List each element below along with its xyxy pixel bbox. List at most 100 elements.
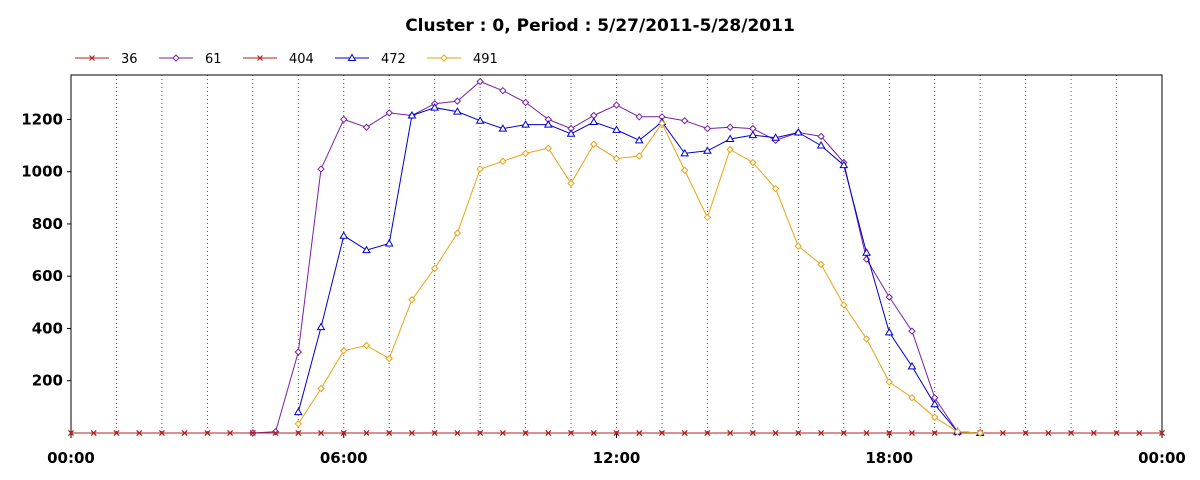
data-point (90, 430, 97, 436)
legend-item: 491 (427, 52, 498, 67)
data-point (931, 430, 938, 436)
x-tick-label: 12:00 (593, 449, 641, 467)
data-point (521, 149, 530, 158)
legend-item: 36 (75, 52, 138, 67)
data-point (1136, 430, 1143, 436)
data-point (386, 430, 393, 436)
y-tick-label: 800 (32, 215, 63, 233)
data-point (817, 260, 825, 269)
legend-item: 61 (159, 52, 222, 67)
data-point (635, 113, 643, 121)
data-point (1068, 430, 1075, 436)
data-point (589, 117, 599, 126)
data-point (318, 430, 324, 436)
data-point (339, 231, 349, 239)
y-tick-label: 1200 (21, 110, 63, 128)
data-point (295, 430, 302, 436)
data-point (340, 115, 348, 124)
data-point (636, 430, 643, 436)
data-point (726, 145, 734, 154)
data-point (362, 123, 371, 131)
data-point (703, 146, 712, 154)
data-point (294, 348, 302, 356)
chart-title: Cluster : 0, Period : 5/27/2011-5/28/201… (405, 16, 795, 36)
y-tick-label: 400 (32, 319, 63, 337)
data-point (567, 179, 575, 188)
legend-item: 472 (335, 52, 406, 67)
x-tick-label: 00:00 (47, 449, 95, 467)
x-tick-label: 18:00 (865, 449, 913, 467)
data-point (499, 86, 507, 95)
data-point (886, 430, 893, 436)
data-point (568, 430, 574, 436)
data-point (544, 144, 553, 152)
x-axis: 00:00 06:00 12:00 18:00 00:00 (47, 433, 1186, 467)
legend: 36 61 404 472 491 (75, 52, 498, 67)
data-point (499, 157, 507, 165)
data-point (477, 430, 484, 436)
data-point (681, 430, 688, 436)
data-point (840, 301, 848, 309)
data-point (227, 430, 234, 436)
legend-label: 404 (289, 52, 314, 67)
data-point (316, 322, 326, 331)
data-point (863, 430, 870, 436)
data-point (590, 140, 598, 148)
data-point (931, 413, 939, 422)
legend-item: 404 (243, 52, 314, 67)
data-point (136, 430, 143, 436)
data-point (726, 123, 734, 131)
data-point (498, 124, 508, 132)
data-point (1045, 430, 1052, 436)
data-point (1090, 430, 1097, 436)
data-point (340, 430, 347, 436)
data-point (680, 117, 689, 125)
data-point (543, 120, 553, 128)
data-point (522, 430, 529, 436)
legend-marker (89, 55, 95, 61)
data-point (362, 245, 371, 254)
data-point (908, 327, 916, 335)
data-point (635, 152, 643, 160)
y-tick-label: 200 (32, 372, 63, 390)
data-point (862, 248, 871, 256)
data-point (113, 430, 120, 436)
data-point (431, 430, 438, 436)
data-point (703, 124, 712, 133)
data-point (1113, 430, 1120, 436)
series-layer (68, 77, 1165, 437)
data-point (999, 430, 1006, 436)
data-point (521, 98, 530, 107)
data-point (249, 430, 256, 436)
legend-marker (347, 53, 357, 61)
data-point (453, 107, 462, 115)
data-point (407, 111, 417, 119)
data-point (317, 384, 325, 393)
data-point (703, 213, 712, 222)
legend-label: 61 (205, 52, 222, 67)
y-tick-label: 600 (32, 267, 63, 285)
data-point (545, 430, 552, 436)
data-point (317, 165, 325, 173)
data-point (908, 394, 916, 402)
data-point (907, 361, 917, 370)
data-point (408, 296, 416, 304)
data-point (499, 430, 506, 436)
data-point (362, 341, 371, 350)
data-point (818, 430, 824, 436)
data-point (1022, 430, 1029, 436)
data-point (930, 399, 940, 408)
data-point (612, 125, 621, 133)
data-point (793, 127, 803, 136)
legend-label: 36 (121, 52, 138, 67)
legend-marker (172, 54, 180, 62)
data-point (590, 430, 597, 436)
data-point (566, 129, 576, 137)
legend-marker (440, 54, 448, 62)
data-point (612, 101, 621, 109)
data-point (430, 103, 440, 111)
data-point (749, 158, 757, 167)
data-point (181, 430, 188, 436)
data-point (680, 166, 689, 175)
